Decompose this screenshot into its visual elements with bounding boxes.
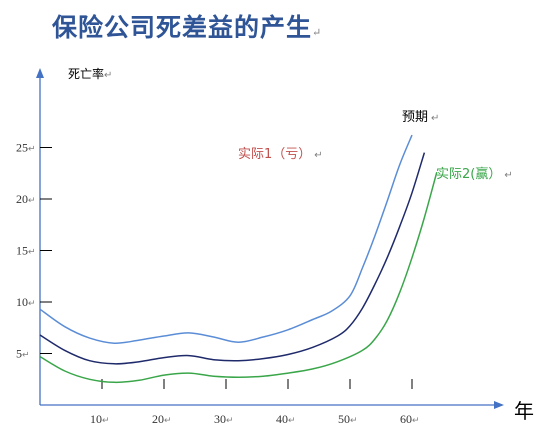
x-tick-label: 40↵ <box>276 412 296 426</box>
y-tick-value: 10 <box>16 295 28 309</box>
paragraph-mark: ↵ <box>226 415 234 425</box>
x-tick-value: 40 <box>276 412 288 426</box>
y-tick-label: 25↵ <box>16 141 36 155</box>
actual-2-label-text: 实际2(赢） <box>436 166 501 182</box>
paragraph-mark: ↵ <box>22 350 30 360</box>
x-tick-label: 10↵ <box>90 412 110 426</box>
y-tick-label: 15↵ <box>16 244 36 258</box>
chart-annotations: 实际1（亏） ↵预期 ↵实际2(赢） ↵ <box>238 110 513 182</box>
y-axis-arrow <box>36 68 44 78</box>
y-tick-label: 20↵ <box>16 192 36 206</box>
paragraph-mark: ↵ <box>288 415 296 425</box>
paragraph-mark: ↵ <box>314 150 322 161</box>
x-axis-ticks: 10↵ 20↵ 30↵ 40↵ 50↵ 60↵ <box>90 379 420 426</box>
paragraph-mark: ↵ <box>28 298 36 308</box>
y-axis-title-text: 死亡率 <box>68 66 104 81</box>
chart-axes: 死亡率↵年 <box>36 66 534 423</box>
expected-label-text: 预期 <box>402 110 428 125</box>
y-tick-value: 25 <box>16 141 28 155</box>
paragraph-mark: ↵ <box>350 415 358 425</box>
y-tick-value: 20 <box>16 192 28 206</box>
y-tick-value: 15 <box>16 244 28 258</box>
x-tick-label: 50↵ <box>338 412 358 426</box>
actual-1-label: 实际1（亏） ↵ <box>238 147 323 162</box>
paragraph-mark: ↵ <box>28 247 36 257</box>
x-axis-arrow <box>494 401 504 409</box>
actual-1-line <box>39 134 413 344</box>
x-tick-label: 20↵ <box>152 412 172 426</box>
actual-2-label: 实际2(赢） ↵ <box>436 166 513 182</box>
actual-1-label-text: 实际1（亏） <box>238 147 311 162</box>
x-tick-label: 30↵ <box>214 412 234 426</box>
x-tick-value: 10 <box>90 412 102 426</box>
paragraph-mark: ↵ <box>28 144 36 154</box>
x-tick-value: 20 <box>152 412 164 426</box>
paragraph-mark: ↵ <box>312 26 323 39</box>
paragraph-mark: ↵ <box>102 415 110 425</box>
paragraph-mark: ↵ <box>412 415 420 425</box>
expected-line <box>39 152 426 365</box>
y-tick-value: 5 <box>16 347 22 361</box>
paragraph-mark: ↵ <box>28 195 36 205</box>
chart-series <box>39 134 438 384</box>
paragraph-mark: ↵ <box>104 70 112 81</box>
x-tick-value: 30 <box>214 412 226 426</box>
x-tick-value: 60 <box>400 412 412 426</box>
page-title: 保险公司死差益的产生↵ <box>52 13 323 42</box>
y-axis-title: 死亡率↵ <box>68 66 112 81</box>
y-tick-label: 10↵ <box>16 295 36 309</box>
paragraph-mark: ↵ <box>164 415 172 425</box>
x-tick-label: 60↵ <box>400 412 420 426</box>
paragraph-mark: ↵ <box>431 113 439 124</box>
actual-2-line <box>39 172 438 384</box>
x-tick-value: 50 <box>338 412 350 426</box>
y-axis-ticks: 5↵10↵15↵20↵25↵ <box>16 141 52 361</box>
x-axis-title: 年 <box>514 399 534 423</box>
expected-label: 预期 ↵ <box>402 110 439 125</box>
paragraph-mark: ↵ <box>504 170 512 181</box>
y-tick-label: 5↵ <box>16 347 30 361</box>
